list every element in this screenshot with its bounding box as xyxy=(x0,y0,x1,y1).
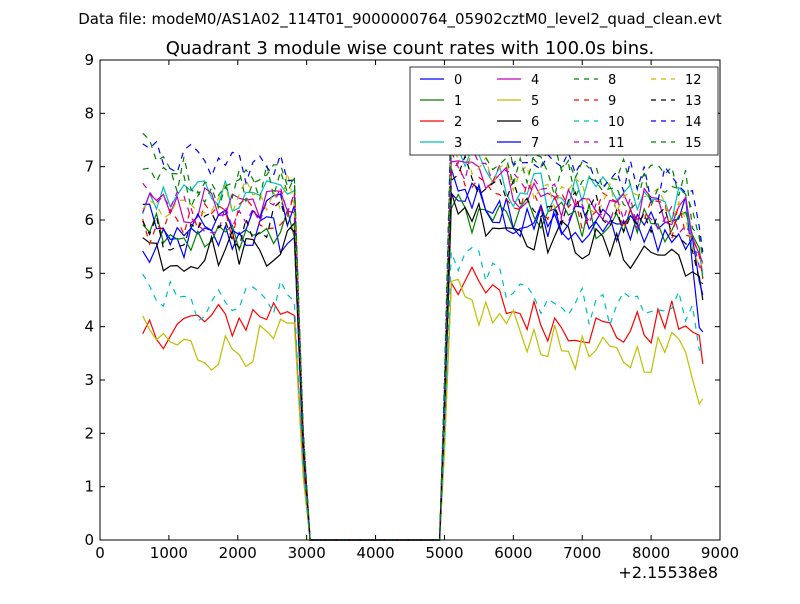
x-tick-label: 2000 xyxy=(219,544,257,562)
legend-label-1: 1 xyxy=(454,94,462,109)
suptitle: Data file: modeM0/AS1A02_114T01_90000007… xyxy=(78,10,722,29)
x-tick-label: 6000 xyxy=(494,544,532,562)
legend-label-14: 14 xyxy=(685,115,702,130)
series-line-7 xyxy=(142,168,704,541)
legend-label-11: 11 xyxy=(608,136,625,151)
series-line-6 xyxy=(142,192,704,541)
y-tick-label: 2 xyxy=(84,424,94,442)
legend-label-9: 9 xyxy=(608,94,616,109)
y-tick-label: 0 xyxy=(84,531,94,549)
legend-label-3: 3 xyxy=(454,136,462,151)
legend-label-10: 10 xyxy=(608,115,625,130)
legend-label-4: 4 xyxy=(531,73,539,88)
legend-label-5: 5 xyxy=(531,94,539,109)
x-tick-label: 3000 xyxy=(288,544,326,562)
y-tick-label: 9 xyxy=(84,51,94,69)
x-tick-label: 4000 xyxy=(356,544,394,562)
y-tick-label: 4 xyxy=(84,318,94,336)
legend-label-7: 7 xyxy=(531,136,539,151)
x-axis: 0 1000 2000 3000 4000 5000 6000 7000 8000 9000 xyxy=(95,60,739,562)
x-tick-label: 7000 xyxy=(563,544,601,562)
series-line-4 xyxy=(142,160,704,541)
plot-frame xyxy=(99,59,721,541)
x-offset-label: +2.15538e8 xyxy=(618,563,718,582)
y-tick-label: 1 xyxy=(84,478,94,496)
legend-label-0: 0 xyxy=(454,73,462,88)
series-line-11 xyxy=(142,145,703,541)
chart-title: Quadrant 3 module wise count rates with … xyxy=(166,38,655,59)
x-tick-label: 5000 xyxy=(425,544,463,562)
series-line-12 xyxy=(142,132,704,541)
series-line-5 xyxy=(142,278,704,541)
x-tick-label: 0 xyxy=(95,544,105,562)
x-tick-label: 1000 xyxy=(150,544,188,562)
legend-label-15: 15 xyxy=(685,136,702,151)
legend-label-6: 6 xyxy=(531,115,539,130)
legend-label-13: 13 xyxy=(685,94,702,109)
y-tick-label: 7 xyxy=(84,158,94,176)
series-line-15 xyxy=(142,124,704,541)
legend-box xyxy=(409,66,719,156)
y-tick-label: 3 xyxy=(84,371,94,389)
x-tick-label: 8000 xyxy=(632,544,670,562)
legend-label-8: 8 xyxy=(608,73,616,88)
series-line-2 xyxy=(142,265,704,541)
legend-label-12: 12 xyxy=(685,73,702,88)
x-tick-label: 9000 xyxy=(701,544,739,562)
legend-label-2: 2 xyxy=(454,115,462,130)
y-tick-label: 5 xyxy=(84,264,94,282)
y-tick-label: 8 xyxy=(84,104,94,122)
y-tick-label: 6 xyxy=(84,211,94,229)
